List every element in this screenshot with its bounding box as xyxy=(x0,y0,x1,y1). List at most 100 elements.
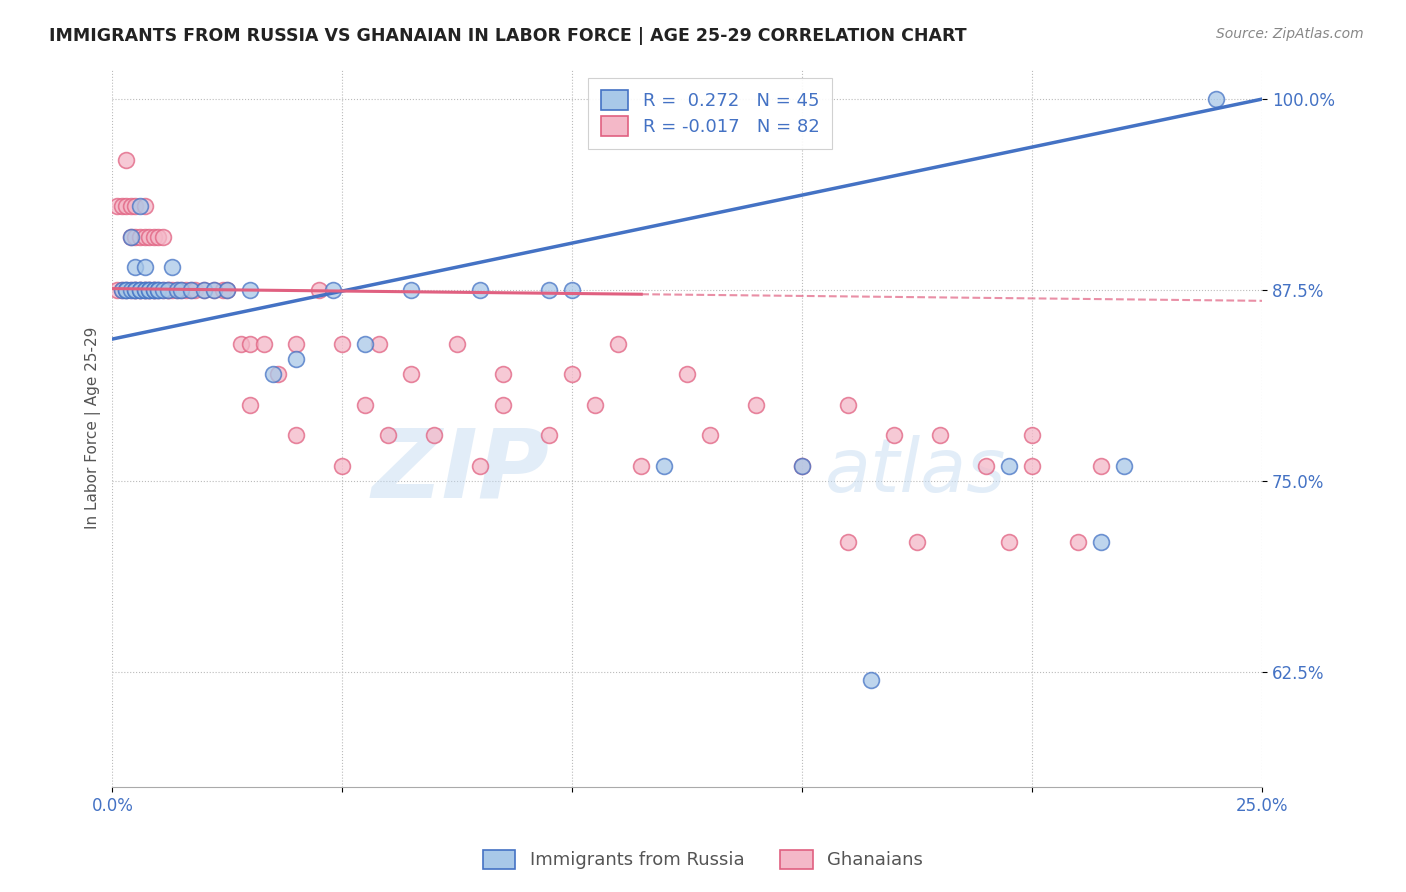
Point xyxy=(148,283,170,297)
Point xyxy=(129,283,152,297)
Point xyxy=(134,229,156,244)
Point xyxy=(142,283,165,297)
Point xyxy=(998,458,1021,473)
Point xyxy=(138,229,160,244)
Point xyxy=(138,283,160,297)
Point xyxy=(156,283,179,297)
Point xyxy=(883,428,905,442)
Text: Source: ZipAtlas.com: Source: ZipAtlas.com xyxy=(1216,27,1364,41)
Point xyxy=(120,283,142,297)
Point xyxy=(538,283,561,297)
Point xyxy=(538,428,561,442)
Point xyxy=(124,199,146,213)
Point xyxy=(368,336,391,351)
Point xyxy=(184,283,207,297)
Point xyxy=(174,283,197,297)
Point xyxy=(110,283,132,297)
Point xyxy=(120,229,142,244)
Point xyxy=(129,229,152,244)
Point xyxy=(120,229,142,244)
Point xyxy=(262,367,284,381)
Point xyxy=(792,458,814,473)
Point xyxy=(115,283,138,297)
Point xyxy=(239,336,262,351)
Legend: Immigrants from Russia, Ghanaians: Immigrants from Russia, Ghanaians xyxy=(474,840,932,879)
Point xyxy=(152,283,174,297)
Point xyxy=(120,199,142,213)
Point xyxy=(1021,458,1043,473)
Point xyxy=(134,199,156,213)
Point xyxy=(115,283,138,297)
Point xyxy=(142,283,165,297)
Text: atlas: atlas xyxy=(825,434,1007,507)
Point xyxy=(134,283,156,297)
Point xyxy=(129,283,152,297)
Point xyxy=(134,260,156,275)
Point xyxy=(1067,535,1090,549)
Point xyxy=(180,283,202,297)
Point xyxy=(676,367,699,381)
Point xyxy=(166,283,188,297)
Point xyxy=(354,398,377,412)
Point xyxy=(142,229,165,244)
Point xyxy=(142,283,165,297)
Point xyxy=(152,283,174,297)
Point xyxy=(974,458,997,473)
Point xyxy=(134,283,156,297)
Point xyxy=(470,283,492,297)
Point xyxy=(120,283,142,297)
Point xyxy=(134,283,156,297)
Point xyxy=(285,336,308,351)
Point xyxy=(699,428,721,442)
Point xyxy=(253,336,276,351)
Point xyxy=(129,199,152,213)
Point xyxy=(138,283,160,297)
Point xyxy=(160,283,183,297)
Point xyxy=(138,283,160,297)
Point xyxy=(124,283,146,297)
Point xyxy=(193,283,215,297)
Point xyxy=(115,199,138,213)
Point xyxy=(239,283,262,297)
Y-axis label: In Labor Force | Age 25-29: In Labor Force | Age 25-29 xyxy=(86,326,101,529)
Point xyxy=(124,229,146,244)
Point xyxy=(115,153,138,168)
Point xyxy=(170,283,193,297)
Point xyxy=(1112,458,1135,473)
Point xyxy=(110,283,132,297)
Point xyxy=(492,367,515,381)
Point xyxy=(837,535,859,549)
Point xyxy=(239,398,262,412)
Point xyxy=(630,458,652,473)
Point xyxy=(124,283,146,297)
Point xyxy=(905,535,928,549)
Point xyxy=(446,336,468,351)
Point xyxy=(401,367,423,381)
Point xyxy=(285,428,308,442)
Point xyxy=(110,199,132,213)
Point xyxy=(745,398,768,412)
Point xyxy=(193,283,215,297)
Point xyxy=(211,283,233,297)
Point xyxy=(115,283,138,297)
Point xyxy=(202,283,225,297)
Point xyxy=(929,428,952,442)
Point xyxy=(124,283,146,297)
Point xyxy=(148,283,170,297)
Point xyxy=(1205,92,1227,106)
Point xyxy=(652,458,675,473)
Point xyxy=(180,283,202,297)
Point xyxy=(998,535,1021,549)
Point xyxy=(138,283,160,297)
Point xyxy=(354,336,377,351)
Point xyxy=(322,283,344,297)
Point xyxy=(170,283,193,297)
Point xyxy=(583,398,606,412)
Point xyxy=(152,229,174,244)
Point xyxy=(142,283,165,297)
Text: ZIP: ZIP xyxy=(371,425,550,517)
Point xyxy=(330,458,353,473)
Point xyxy=(166,283,188,297)
Point xyxy=(231,336,253,351)
Point xyxy=(561,367,583,381)
